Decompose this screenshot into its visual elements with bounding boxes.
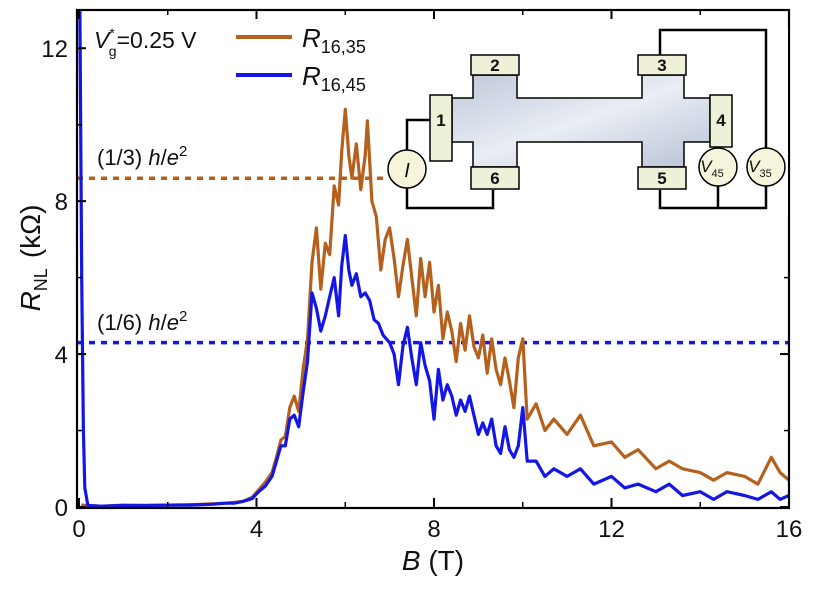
- inset-wiring: [405, 28, 768, 210]
- y-axis-unit: (kΩ): [15, 205, 46, 259]
- vg-rest: =0.25 V: [117, 27, 198, 53]
- gate-voltage-annotation: V* g=0.25 V: [94, 25, 197, 59]
- x-tick-label: 8: [427, 516, 440, 543]
- voltmeter-45-icon: [698, 147, 738, 187]
- voltmeter-45-label: V45: [700, 157, 724, 180]
- y-axis-label: RNL (kΩ): [15, 205, 51, 312]
- legend: R16,35 R16,45: [236, 23, 366, 95]
- y-tick-label: 0: [55, 495, 68, 522]
- device-schematic-inset: 1 2 3 4 5 6 I V45 V35: [387, 28, 788, 216]
- y-axis-var: R: [15, 291, 46, 311]
- x-tick-labels: 0 4 8 12 16: [72, 516, 802, 543]
- contact-pad-5: [637, 166, 687, 190]
- ref-label-third: (1/3) h/e2: [97, 143, 187, 170]
- contact-pads: [429, 54, 733, 190]
- vg-var: V: [94, 27, 112, 53]
- contact-label-1: 1: [436, 111, 445, 130]
- voltmeter-35-icon: [746, 147, 786, 187]
- svg-text:RNL(kΩ): RNL (kΩ): [15, 205, 51, 312]
- contact-label-3: 3: [657, 56, 666, 75]
- contact-label-6: 6: [490, 169, 499, 188]
- x-axis-var: B: [402, 545, 421, 576]
- x-axis-label: B (T): [402, 545, 464, 576]
- series-line-r16-45: [78, 10, 789, 508]
- y-tick-label: 4: [55, 342, 68, 369]
- y-tick-labels: 0 4 8 12: [41, 36, 68, 522]
- y-tick-label: 12: [41, 36, 68, 63]
- y-axis-sub: NL: [31, 268, 51, 291]
- contact-pad-1: [429, 94, 453, 162]
- contact-label-4: 4: [716, 111, 726, 130]
- current-source-icon: [387, 149, 427, 189]
- contact-pad-4: [709, 94, 733, 148]
- contact-labels: 1 2 3 4 5 6: [436, 56, 726, 188]
- contact-label-2: 2: [490, 56, 499, 75]
- series-group: [78, 10, 789, 508]
- vg-sup: *: [109, 25, 115, 41]
- voltmeter-35-label: V35: [748, 157, 772, 180]
- x-tick-label: 16: [776, 516, 803, 543]
- ref-label-sixth: (1/6) h/e2: [97, 308, 187, 335]
- legend-label-r16-45: R16,45: [302, 61, 366, 95]
- x-tick-label: 0: [72, 516, 85, 543]
- contact-label-5: 5: [657, 169, 666, 188]
- series-line-r16-35: [81, 107, 789, 508]
- axis-ticks: [77, 10, 790, 508]
- x-axis-unit: (T): [421, 545, 465, 576]
- vg-sub: g: [109, 43, 117, 59]
- y-tick-label: 8: [55, 189, 68, 216]
- x-tick-label: 12: [598, 516, 625, 543]
- contact-pad-6: [470, 166, 520, 190]
- current-source-label: I: [404, 160, 410, 182]
- legend-label-r16-35: R16,35: [302, 23, 366, 57]
- contact-pad-3: [637, 54, 687, 76]
- x-tick-label: 4: [250, 516, 263, 543]
- contact-pad-2: [470, 54, 520, 76]
